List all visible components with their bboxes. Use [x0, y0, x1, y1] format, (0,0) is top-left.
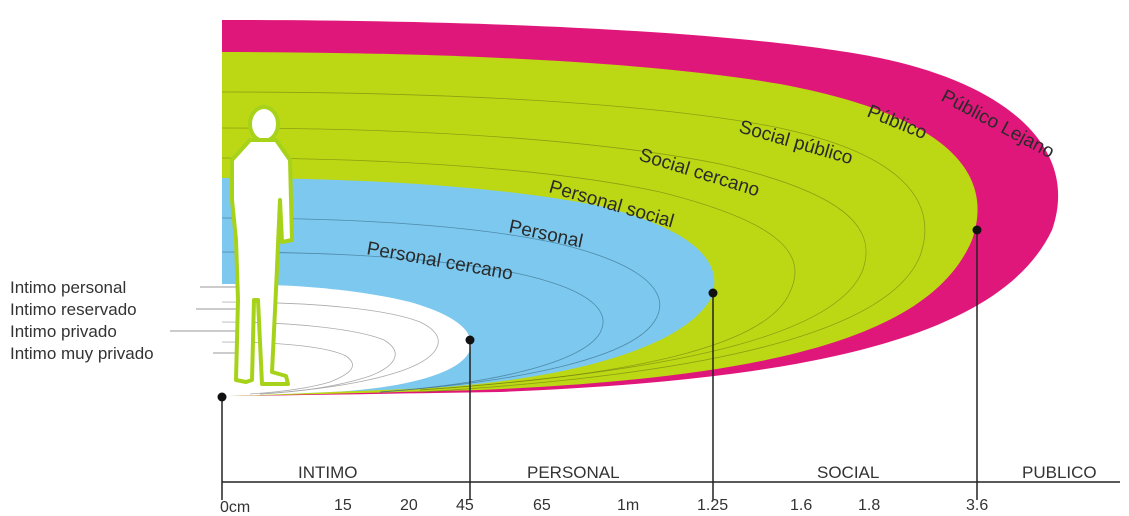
- tick-label: 65: [533, 497, 551, 514]
- tick-label: 15: [334, 497, 352, 514]
- category-personal: PERSONAL: [527, 463, 620, 482]
- intimo-arc-1: [221, 301, 439, 395]
- intimate-labels: Intimo personal Intimo reservado Intimo …: [10, 278, 240, 363]
- personal-arc-1: [221, 217, 661, 393]
- tick-label: 1.25: [697, 497, 728, 514]
- intimate-label: Intimo personal: [10, 278, 126, 297]
- intimate-label: Intimo privado: [10, 322, 117, 341]
- tick-label: 1.8: [858, 497, 880, 514]
- personal-arc-2: [221, 251, 604, 393]
- social-arc-1: [221, 91, 926, 393]
- category-intimo: INTIMO: [298, 463, 358, 482]
- intimate-label: Intimo reservado: [10, 300, 137, 319]
- marker-dot-45: [465, 335, 475, 345]
- intimate-label: Intimo muy privado: [10, 344, 154, 363]
- intimo-arc-2: [221, 321, 396, 395]
- tick-label: 45: [456, 497, 474, 514]
- tick-label: 1m: [617, 497, 639, 514]
- category-publico: PUBLICO: [1022, 463, 1097, 482]
- tick-label: 1.6: [790, 497, 812, 514]
- category-social: SOCIAL: [817, 463, 879, 482]
- social-arc-3: [221, 157, 796, 391]
- marker-dot-36: [972, 225, 982, 235]
- intimo-arc-3: [221, 341, 353, 395]
- standing-person-icon: [230, 105, 294, 386]
- tick-label: 20: [400, 497, 418, 514]
- marker-dot-0: [217, 392, 227, 402]
- tick-label: 0cm: [220, 499, 250, 516]
- tick-label: 3.6: [966, 497, 988, 514]
- marker-dot-125: [708, 288, 718, 298]
